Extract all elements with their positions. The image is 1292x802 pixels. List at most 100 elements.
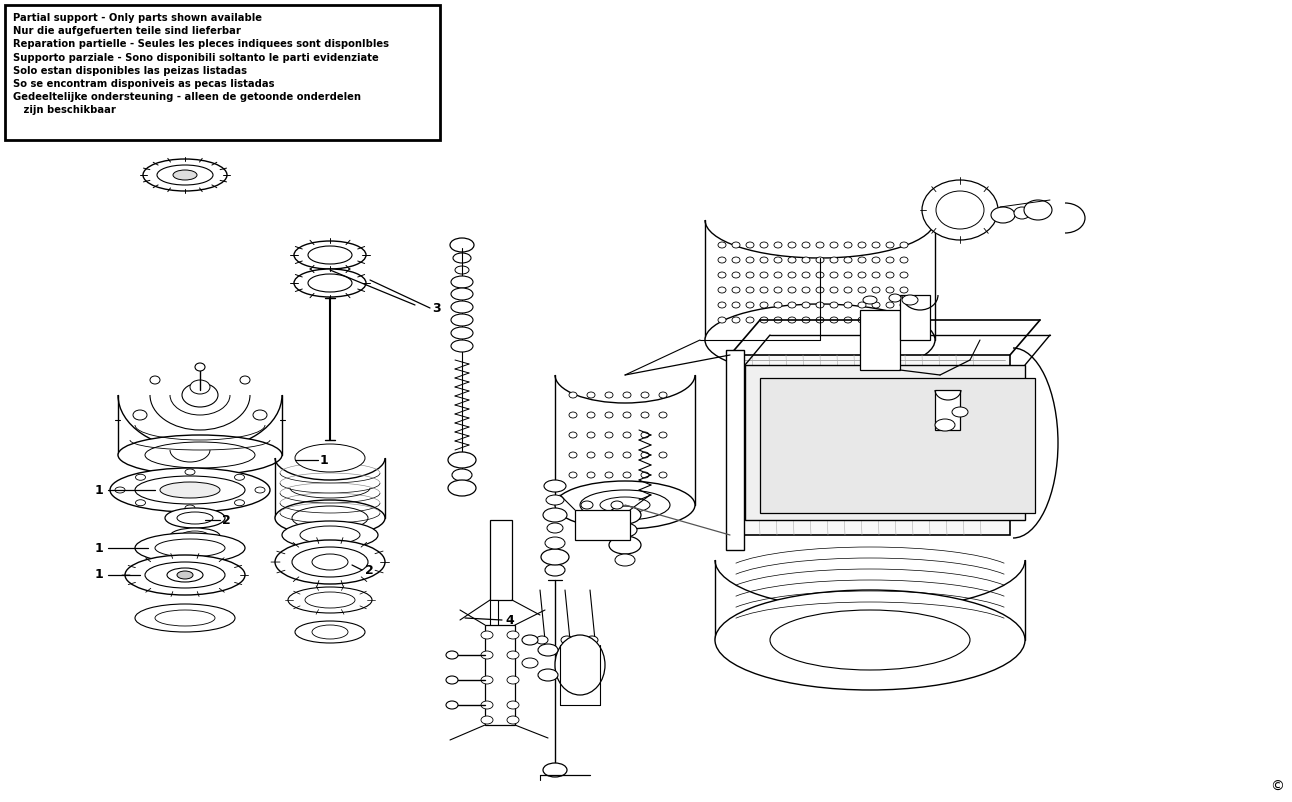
Ellipse shape <box>275 540 385 584</box>
Ellipse shape <box>451 301 473 313</box>
Ellipse shape <box>167 568 203 582</box>
Bar <box>745 365 1025 520</box>
Ellipse shape <box>556 481 695 529</box>
Ellipse shape <box>605 392 612 398</box>
Ellipse shape <box>788 272 796 278</box>
Ellipse shape <box>886 257 894 263</box>
Ellipse shape <box>609 536 641 554</box>
Ellipse shape <box>844 257 851 263</box>
Ellipse shape <box>901 257 908 263</box>
Ellipse shape <box>952 407 968 417</box>
Ellipse shape <box>125 555 245 595</box>
Ellipse shape <box>134 533 245 563</box>
Ellipse shape <box>543 763 567 777</box>
Ellipse shape <box>886 242 894 248</box>
Ellipse shape <box>234 474 244 480</box>
Ellipse shape <box>234 500 244 506</box>
Ellipse shape <box>282 521 379 549</box>
Ellipse shape <box>612 523 637 537</box>
Ellipse shape <box>165 508 225 528</box>
Ellipse shape <box>774 317 782 323</box>
Ellipse shape <box>760 302 767 308</box>
Ellipse shape <box>718 242 726 248</box>
Bar <box>575 510 630 540</box>
Ellipse shape <box>623 472 630 478</box>
Ellipse shape <box>829 287 839 293</box>
Bar <box>490 520 512 600</box>
Ellipse shape <box>745 317 755 323</box>
Ellipse shape <box>844 302 851 308</box>
Ellipse shape <box>641 452 649 458</box>
Ellipse shape <box>136 474 146 480</box>
Ellipse shape <box>872 257 880 263</box>
Ellipse shape <box>802 317 810 323</box>
Text: 4: 4 <box>505 614 514 626</box>
Ellipse shape <box>802 287 810 293</box>
Ellipse shape <box>774 257 782 263</box>
Ellipse shape <box>844 272 851 278</box>
Bar <box>760 378 1035 513</box>
Ellipse shape <box>110 468 270 512</box>
Ellipse shape <box>623 392 630 398</box>
Ellipse shape <box>745 242 755 248</box>
Ellipse shape <box>556 635 605 695</box>
Ellipse shape <box>295 621 366 643</box>
Ellipse shape <box>872 242 880 248</box>
Ellipse shape <box>886 302 894 308</box>
Ellipse shape <box>829 257 839 263</box>
Ellipse shape <box>481 716 494 724</box>
Ellipse shape <box>858 272 866 278</box>
Ellipse shape <box>446 701 457 709</box>
Ellipse shape <box>173 170 196 180</box>
Ellipse shape <box>902 295 919 305</box>
Ellipse shape <box>145 562 225 588</box>
Ellipse shape <box>605 472 612 478</box>
Ellipse shape <box>1014 207 1030 219</box>
Ellipse shape <box>177 512 213 524</box>
Ellipse shape <box>641 412 649 418</box>
Text: Partial support - Only parts shown available
Nur die aufgefuerten teile sind lie: Partial support - Only parts shown avail… <box>13 13 389 115</box>
Ellipse shape <box>609 506 641 524</box>
Ellipse shape <box>641 392 649 398</box>
Ellipse shape <box>481 651 494 659</box>
Ellipse shape <box>829 272 839 278</box>
Ellipse shape <box>788 242 796 248</box>
Ellipse shape <box>844 242 851 248</box>
Ellipse shape <box>605 452 612 458</box>
Ellipse shape <box>275 500 385 536</box>
Ellipse shape <box>134 476 245 504</box>
Ellipse shape <box>705 304 935 376</box>
Text: 2: 2 <box>222 513 231 526</box>
Ellipse shape <box>481 701 494 709</box>
Ellipse shape <box>295 269 366 297</box>
Ellipse shape <box>255 487 265 493</box>
Ellipse shape <box>537 669 558 681</box>
Ellipse shape <box>611 501 623 509</box>
Ellipse shape <box>506 631 519 639</box>
Ellipse shape <box>872 272 880 278</box>
Ellipse shape <box>451 276 473 288</box>
Ellipse shape <box>568 452 578 458</box>
Ellipse shape <box>506 716 519 724</box>
Ellipse shape <box>858 302 866 308</box>
Ellipse shape <box>158 165 213 185</box>
Ellipse shape <box>745 272 755 278</box>
Ellipse shape <box>760 287 767 293</box>
Ellipse shape <box>587 432 596 438</box>
Ellipse shape <box>143 159 227 191</box>
Bar <box>935 390 960 430</box>
Ellipse shape <box>872 287 880 293</box>
Text: 1: 1 <box>96 569 103 581</box>
Ellipse shape <box>544 480 566 492</box>
Ellipse shape <box>817 302 824 308</box>
Ellipse shape <box>718 272 726 278</box>
Ellipse shape <box>745 302 755 308</box>
Bar <box>901 295 930 340</box>
Ellipse shape <box>605 432 612 438</box>
Ellipse shape <box>745 287 755 293</box>
Ellipse shape <box>568 472 578 478</box>
Ellipse shape <box>185 505 195 511</box>
Ellipse shape <box>453 253 472 263</box>
Ellipse shape <box>844 317 851 323</box>
Ellipse shape <box>858 242 866 248</box>
